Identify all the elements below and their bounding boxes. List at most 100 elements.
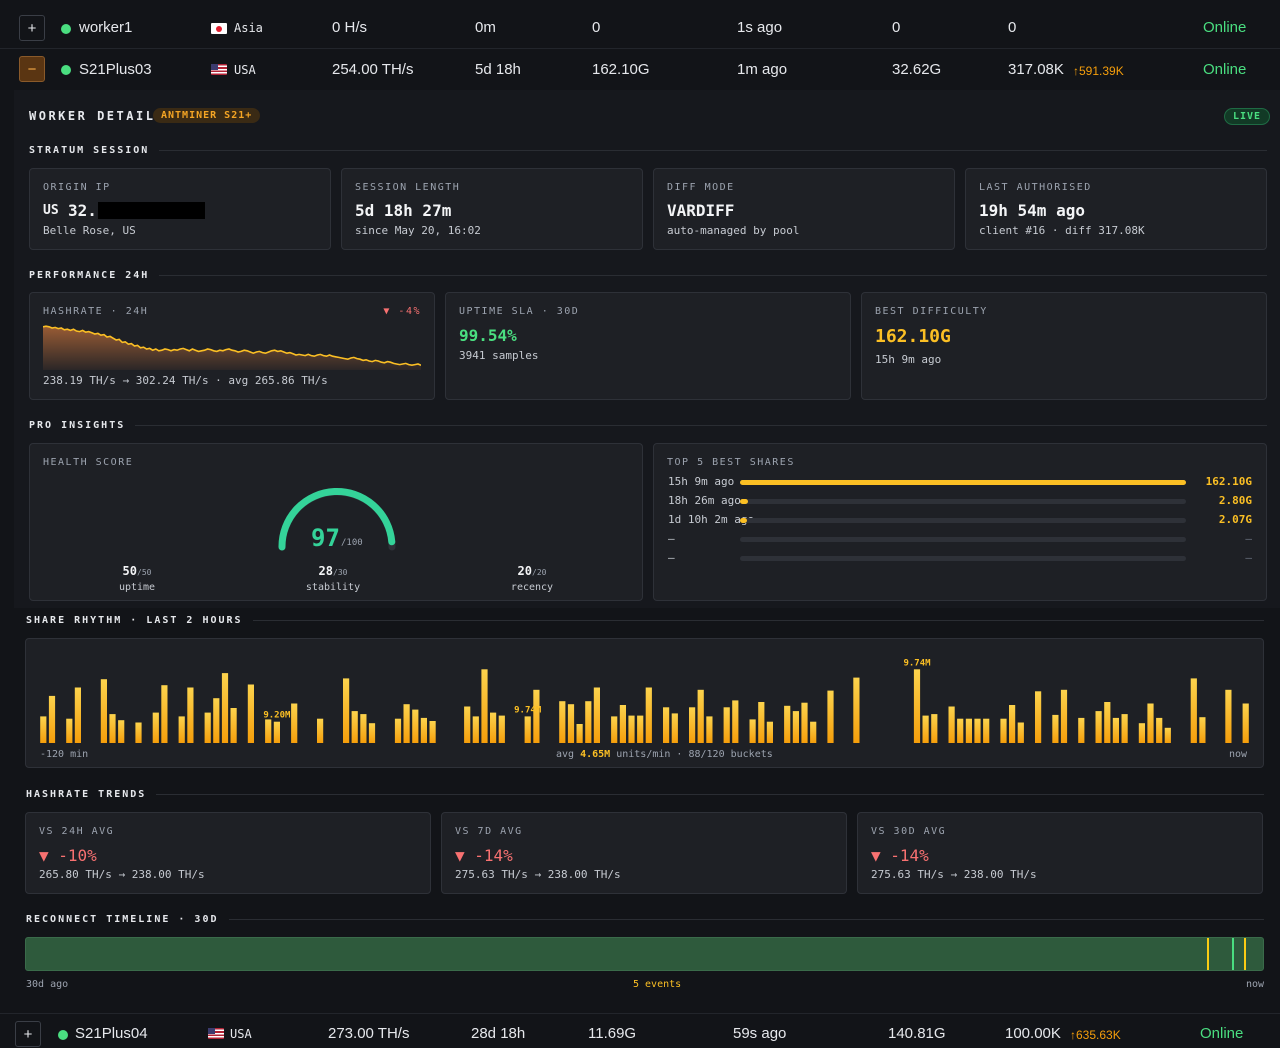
reconnect-event-marker[interactable] <box>1244 938 1247 970</box>
rhythm-bar <box>490 712 497 743</box>
rhythm-bar <box>732 700 739 743</box>
session-length-value: 5d 18h 27m <box>355 201 452 220</box>
rhythm-bar <box>533 689 540 743</box>
status-badge: Online <box>1203 61 1247 78</box>
performance-heading: PERFORMANCE 24H <box>29 270 1267 281</box>
rhythm-bar <box>611 716 618 743</box>
uptime: 28d 18h <box>471 1025 526 1042</box>
rhythm-bar <box>1199 717 1206 743</box>
rhythm-bar <box>697 689 704 743</box>
rhythm-bar <box>265 719 272 743</box>
rhythm-bar <box>498 715 505 743</box>
hashrate: 254.00 TH/s <box>332 61 414 78</box>
rhythm-bar <box>161 685 168 743</box>
rhythm-bar <box>40 716 47 743</box>
timeline-start-label: 30d ago <box>26 979 69 990</box>
rhythm-bar <box>957 718 964 743</box>
uptime-sla-card: UPTIME SLA · 30D 99.54% 3941 samples <box>445 292 851 400</box>
worker-row[interactable]: − S21Plus03 USA 254.00 TH/s 5d 18h 162.1… <box>0 49 1280 90</box>
hashrate-sparkline <box>43 325 421 370</box>
best-difficulty-value: 162.10G <box>875 326 951 347</box>
rhythm-bar <box>472 716 479 743</box>
worker-name[interactable]: worker1 <box>79 19 133 36</box>
share-rhythm-chart: 9.20M 9.74M 9.74M <box>40 658 1249 743</box>
rhythm-bar <box>291 703 298 743</box>
rhythm-bar <box>1242 703 1249 743</box>
share-bar <box>740 518 748 523</box>
rhythm-end-label: now <box>1228 749 1247 760</box>
detail-title: WORKER DETAIL <box>29 109 156 123</box>
hashrate: 273.00 TH/s <box>328 1025 410 1042</box>
rhythm-bar <box>801 702 808 743</box>
trend-label: VS 30D AVG <box>871 826 947 837</box>
shares: 140.81G <box>888 1025 946 1042</box>
diff-mode-card: DIFF MODE VARDIFF auto-managed by pool <box>653 168 955 250</box>
worker-name[interactable]: S21Plus04 <box>75 1025 148 1042</box>
rhythm-bar <box>1104 702 1111 743</box>
rhythm-bar <box>368 723 376 743</box>
hashrate-24h-card: HASHRATE · 24H ▼ -4% 238.19 TH/s → 302.2… <box>29 292 435 400</box>
uptime-samples: 3941 samples <box>459 349 539 362</box>
difficulty-delta: ↑591.39K <box>1073 64 1124 78</box>
rhythm-bar <box>1190 678 1197 743</box>
rhythm-bar <box>559 701 566 743</box>
origin-country: US <box>43 203 59 218</box>
share-rhythm-heading: SHARE RHYTHM · LAST 2 HOURS <box>26 615 1264 626</box>
rhythm-bar <box>913 669 921 743</box>
rhythm-bar <box>394 718 402 743</box>
rhythm-bar <box>671 713 678 743</box>
diff-mode-value: VARDIFF <box>667 201 735 220</box>
rhythm-start-label: -120 min <box>40 749 89 760</box>
timeline-events-count: 5 events <box>633 979 682 990</box>
region: Asia <box>234 21 263 35</box>
rhythm-bar <box>351 711 358 743</box>
reconnect-event-marker[interactable] <box>1207 938 1210 970</box>
hashrate-area <box>43 326 421 370</box>
hashrate-line <box>43 325 421 367</box>
rhythm-bar <box>827 690 834 743</box>
rhythm-bar <box>317 718 324 743</box>
rhythm-bar <box>706 716 713 743</box>
expand-button[interactable]: + <box>15 1021 41 1047</box>
difficulty: 100.00K <box>1005 1025 1061 1042</box>
reconnect-event-marker[interactable] <box>1232 938 1235 970</box>
last-authorised-label: LAST AUTHORISED <box>979 182 1092 193</box>
trend-value: ▼ -14% <box>871 846 929 865</box>
worker-row[interactable]: + worker1 Asia 0 H/s 0m 0 1s ago 0 0 Onl… <box>0 8 1280 49</box>
rhythm-bar <box>247 684 254 743</box>
region: USA <box>234 63 256 77</box>
rhythm-bar <box>974 718 981 743</box>
best-share: 0 <box>592 19 601 36</box>
rhythm-bar <box>412 709 419 743</box>
trend-sub: 275.63 TH/s → 238.00 TH/s <box>871 868 1037 881</box>
rhythm-bar <box>637 715 644 743</box>
rhythm-bar <box>723 707 730 743</box>
rhythm-bar <box>965 718 972 743</box>
share-row: 18h 26m ago 2.80G <box>668 494 1252 507</box>
rhythm-bar <box>628 715 635 743</box>
expand-button[interactable]: + <box>19 15 45 41</box>
rhythm-bar <box>230 708 237 743</box>
rhythm-bar <box>135 722 142 743</box>
trend-7d-card: VS 7D AVG ▼ -14% 275.63 TH/s → 238.00 TH… <box>441 812 847 894</box>
rhythm-bar <box>152 712 159 743</box>
redacted-block <box>98 202 205 219</box>
rhythm-bar <box>100 679 107 743</box>
origin-ip-card: ORIGIN IP US 32. Belle Rose, US <box>29 168 331 250</box>
collapse-button[interactable]: − <box>19 56 45 82</box>
trend-30d-card: VS 30D AVG ▼ -14% 275.63 TH/s → 238.00 T… <box>857 812 1263 894</box>
rhythm-bar <box>1000 718 1007 743</box>
hashrate: 0 H/s <box>332 19 368 36</box>
rhythm-bar <box>464 706 471 743</box>
rhythm-bar <box>360 714 367 743</box>
worker-name[interactable]: S21Plus03 <box>79 61 152 78</box>
best-share: 11.69G <box>588 1025 637 1042</box>
health-score-label: HEALTH SCORE <box>43 457 134 468</box>
timeline-end-label: now <box>1246 979 1265 990</box>
uptime-value: 99.54% <box>459 326 517 345</box>
worker-row[interactable]: + S21Plus04 USA 273.00 TH/s 28d 18h 11.6… <box>0 1013 1280 1048</box>
hashrate-trends-heading: HASHRATE TRENDS <box>26 789 1264 800</box>
hashrate-change: ▼ -4% <box>383 306 421 317</box>
rhythm-bar <box>585 701 592 743</box>
rhythm-bar <box>1138 723 1145 743</box>
